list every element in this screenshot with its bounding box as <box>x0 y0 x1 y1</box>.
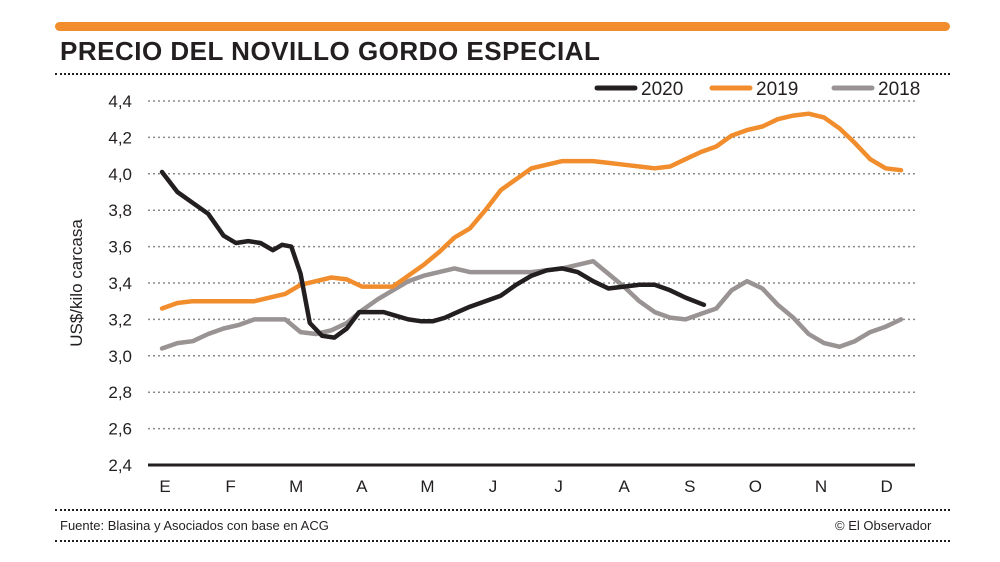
x-tick-label: S <box>684 477 695 496</box>
credit-note: © El Observador <box>835 518 932 533</box>
x-tick-label: D <box>880 477 892 496</box>
x-tick-label: M <box>420 477 434 496</box>
x-tick-label: N <box>815 477 827 496</box>
x-tick-label: A <box>619 477 631 496</box>
y-tick-label: 4,0 <box>108 165 132 184</box>
x-tick-label: J <box>554 477 563 496</box>
y-tick-label: 4,2 <box>108 128 132 147</box>
source-note: Fuente: Blasina y Asociados con base en … <box>60 518 329 533</box>
y-tick-label: 3,0 <box>108 347 132 366</box>
x-tick-label: F <box>225 477 235 496</box>
y-tick-label: 3,8 <box>108 201 132 220</box>
x-tick-label: E <box>159 477 170 496</box>
title-divider <box>55 73 950 75</box>
y-tick-label: 3,4 <box>108 274 132 293</box>
y-tick-label: 3,2 <box>108 310 132 329</box>
y-tick-label: 2,4 <box>108 456 132 475</box>
legend-label-2020: 2020 <box>641 79 683 100</box>
legend-label-2019: 2019 <box>756 79 798 100</box>
x-tick-label: J <box>489 477 498 496</box>
x-tick-label: M <box>289 477 303 496</box>
top-accent-bar <box>55 22 950 31</box>
y-tick-label: 2,6 <box>108 420 132 439</box>
footer-divider-bottom <box>55 540 950 542</box>
y-axis-label: US$/kilo carcasa <box>67 219 86 347</box>
x-tick-label: A <box>356 477 368 496</box>
series-line-2020 <box>159 169 707 340</box>
x-tick-label: O <box>749 477 762 496</box>
legend-label-2018: 2018 <box>878 79 920 100</box>
series-line-2019 <box>159 111 904 311</box>
y-tick-label: 4,4 <box>108 92 132 111</box>
y-tick-label: 3,6 <box>108 238 132 257</box>
footer-divider-top <box>55 509 950 511</box>
chart-title: PRECIO DEL NOVILLO GORDO ESPECIAL <box>60 36 601 66</box>
y-tick-label: 2,8 <box>108 383 132 402</box>
